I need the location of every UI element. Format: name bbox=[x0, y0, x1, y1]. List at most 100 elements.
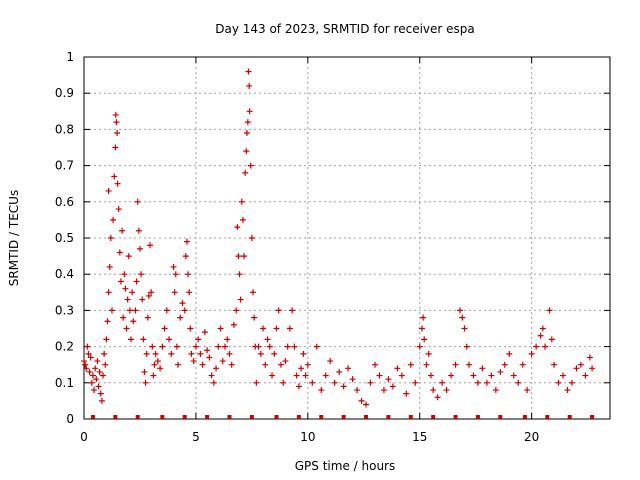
data-point bbox=[539, 325, 546, 332]
data-point bbox=[149, 343, 156, 350]
data-point bbox=[100, 372, 107, 379]
data-point bbox=[322, 372, 329, 379]
data-point bbox=[345, 365, 352, 372]
data-point bbox=[237, 296, 244, 303]
data-point bbox=[564, 387, 571, 394]
gap-marker bbox=[408, 415, 413, 419]
data-point bbox=[215, 343, 222, 350]
x-tick-label: 10 bbox=[300, 430, 315, 444]
data-point bbox=[238, 198, 245, 205]
data-point bbox=[241, 253, 248, 260]
y-tick-label: 0.5 bbox=[55, 231, 74, 245]
data-point bbox=[497, 368, 504, 375]
data-point bbox=[151, 361, 158, 368]
data-point bbox=[291, 343, 298, 350]
data-point bbox=[235, 253, 242, 260]
data-point bbox=[204, 347, 211, 354]
data-point bbox=[309, 379, 316, 386]
gap-marker bbox=[498, 415, 503, 419]
data-point bbox=[249, 289, 256, 296]
data-point bbox=[219, 358, 226, 365]
data-point bbox=[154, 358, 161, 365]
points-layer bbox=[81, 68, 596, 408]
data-point bbox=[416, 343, 423, 350]
data-point bbox=[293, 372, 300, 379]
data-point bbox=[172, 271, 179, 278]
data-point bbox=[275, 307, 282, 314]
data-point bbox=[398, 372, 405, 379]
data-point bbox=[217, 325, 224, 332]
data-point bbox=[159, 343, 166, 350]
data-point bbox=[542, 343, 549, 350]
data-point bbox=[173, 343, 180, 350]
data-point bbox=[331, 379, 338, 386]
y-axis-label: SRMTID / TECUs bbox=[7, 190, 21, 286]
data-point bbox=[94, 358, 101, 365]
data-point bbox=[124, 296, 131, 303]
data-point bbox=[492, 387, 499, 394]
data-point bbox=[430, 387, 437, 394]
data-point bbox=[245, 68, 252, 75]
data-point bbox=[465, 361, 472, 368]
data-point bbox=[103, 336, 110, 343]
data-point bbox=[166, 336, 173, 343]
data-point bbox=[142, 379, 149, 386]
gap-marker bbox=[475, 415, 480, 419]
data-point bbox=[327, 358, 334, 365]
data-point bbox=[161, 325, 168, 332]
data-point bbox=[171, 289, 178, 296]
data-point bbox=[243, 148, 250, 155]
data-point bbox=[132, 307, 139, 314]
gap-marker bbox=[386, 415, 391, 419]
data-point bbox=[439, 379, 446, 386]
data-point bbox=[418, 325, 425, 332]
data-point bbox=[470, 372, 477, 379]
data-point bbox=[463, 343, 470, 350]
data-point bbox=[555, 379, 562, 386]
data-point bbox=[82, 361, 89, 368]
data-point bbox=[515, 379, 522, 386]
data-point bbox=[257, 350, 264, 357]
gap-marker bbox=[453, 415, 458, 419]
data-point bbox=[363, 401, 370, 408]
data-point bbox=[262, 361, 269, 368]
data-point bbox=[519, 361, 526, 368]
data-point bbox=[112, 144, 119, 151]
data-point bbox=[358, 397, 365, 404]
data-point bbox=[586, 354, 593, 361]
data-point bbox=[302, 372, 309, 379]
data-point bbox=[230, 321, 237, 328]
data-point bbox=[255, 343, 262, 350]
data-point bbox=[133, 278, 140, 285]
data-point bbox=[243, 130, 250, 137]
data-point bbox=[181, 307, 188, 314]
data-point bbox=[394, 365, 401, 372]
data-point bbox=[461, 325, 468, 332]
data-point bbox=[501, 361, 508, 368]
data-point bbox=[170, 263, 177, 270]
data-point bbox=[141, 368, 148, 375]
data-point bbox=[199, 361, 206, 368]
data-point bbox=[93, 376, 100, 383]
data-point bbox=[589, 365, 596, 372]
gap-marker bbox=[364, 415, 369, 419]
gap-marker bbox=[319, 415, 324, 419]
data-point bbox=[427, 372, 434, 379]
data-point bbox=[85, 350, 92, 357]
data-point bbox=[98, 397, 105, 404]
data-point bbox=[253, 379, 260, 386]
data-point bbox=[313, 343, 320, 350]
data-point bbox=[420, 314, 427, 321]
data-point bbox=[264, 336, 271, 343]
data-point bbox=[528, 350, 535, 357]
data-point bbox=[206, 354, 213, 361]
data-point bbox=[120, 314, 127, 321]
data-point bbox=[140, 336, 147, 343]
data-point bbox=[226, 350, 233, 357]
data-point bbox=[105, 187, 112, 194]
data-point bbox=[459, 314, 466, 321]
data-point bbox=[115, 206, 122, 213]
data-point bbox=[145, 292, 152, 299]
data-point bbox=[407, 361, 414, 368]
y-tick-label: 0.9 bbox=[55, 86, 74, 100]
